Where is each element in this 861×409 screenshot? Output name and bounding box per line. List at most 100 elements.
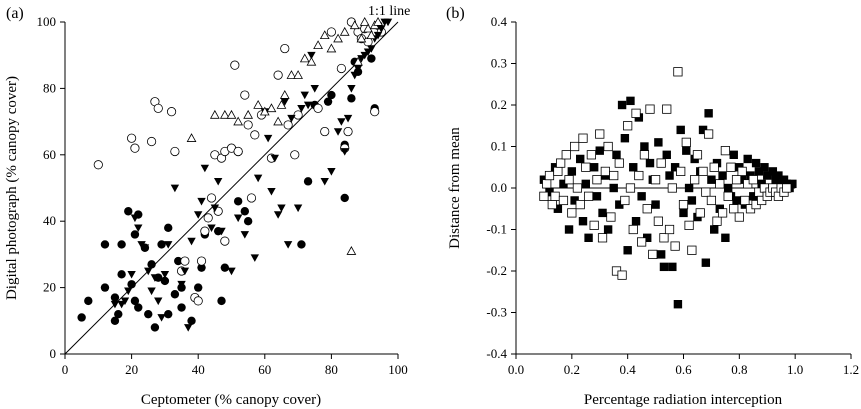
panel-b-point-filled-square <box>737 175 747 184</box>
panel-b-point-filled-square <box>665 171 674 180</box>
panel-b-point-open-square <box>620 195 630 206</box>
panel-b-point-open-square <box>567 208 577 218</box>
panel-a-point-filled-circle <box>240 207 250 216</box>
panel-a-point-open-triangle <box>243 109 254 119</box>
panel-a-point-open-triangle <box>276 99 287 109</box>
panel-a-point-filled-triangle <box>250 254 260 262</box>
panel-a-point-filled-triangle <box>233 214 243 223</box>
panel-a-point-open-triangle <box>233 116 244 126</box>
panel-a-point-open-circle <box>220 236 230 246</box>
panel-b-point-open-square <box>600 166 610 176</box>
panel-b-point-filled-square <box>763 171 772 180</box>
panel-a-point-open-circle <box>326 27 336 37</box>
panel-b-point-filled-square <box>620 134 630 143</box>
panel-b-point-filled-square <box>612 150 621 159</box>
panel-b-point-filled-square <box>553 204 563 213</box>
panel-b-point-filled-square <box>592 192 602 201</box>
panel-b-point-filled-square <box>659 262 669 272</box>
panel-b-point-filled-square <box>679 208 688 218</box>
panel-a-point-filled-circle <box>367 54 376 63</box>
panel-b-point-filled-square <box>578 217 588 226</box>
panel-a-point-filled-triangle <box>353 65 363 73</box>
panel-b-point-filled-square <box>754 167 764 176</box>
panel-b-point-open-square <box>592 175 602 185</box>
panel-a-point-filled-triangle <box>343 114 353 123</box>
panel-b-y-tick-label: 0.0 <box>491 180 507 195</box>
panel-a-point-open-circle <box>243 120 253 130</box>
panel-b-x-tick-label: 0.8 <box>731 362 747 377</box>
panel-a-point-open-circle <box>203 213 213 223</box>
panel-a-point-open-triangle <box>306 56 317 66</box>
panel-a-point-filled-circle <box>130 230 140 239</box>
panel-a-point-filled-triangle <box>383 18 393 27</box>
panel-a-point-filled-circle <box>187 316 196 325</box>
panel-a-point-open-triangle <box>359 16 370 26</box>
panel-b-x-tick-label: 1.0 <box>787 362 803 377</box>
panel-a-point-open-circle <box>320 126 330 137</box>
panel-b-point-filled-square <box>603 225 613 234</box>
panel-b-y-tick-label: 0.2 <box>491 97 507 112</box>
panel-b-point-filled-square <box>687 196 697 205</box>
panel-b-point-filled-square <box>615 200 624 209</box>
panel-a-point-open-circle <box>200 226 210 236</box>
panel-a-point-filled-triangle <box>300 91 309 100</box>
panel-a-x-tick-label: 100 <box>388 362 408 377</box>
panel-a-point-filled-circle <box>110 293 120 302</box>
panel-a-point-open-triangle <box>186 133 197 142</box>
panel-a-point-filled-triangle <box>177 280 186 289</box>
one-to-one-line <box>64 21 399 355</box>
panel-b-x-tick-label: 1.2 <box>843 362 859 377</box>
panel-b-point-open-square <box>734 212 744 222</box>
panel-a-point-open-circle <box>280 43 290 54</box>
panel-a-point-filled-circle <box>147 260 156 269</box>
panel-a-point-filled-triangle <box>187 237 196 246</box>
panel-b-point-open-square <box>709 162 719 172</box>
panel-b-point-open-square <box>692 150 703 160</box>
panel-b-point-open-square <box>715 179 725 189</box>
panel-b-point-filled-square <box>643 233 652 242</box>
panel-b-point-open-square <box>623 121 633 131</box>
panel-a-x-tick-label: 0 <box>62 362 69 377</box>
panel-a-point-filled-circle <box>347 94 356 103</box>
panel-b-point-filled-square <box>629 163 638 172</box>
panel-b-point-open-square <box>631 108 641 118</box>
panel-a-point-filled-triangle <box>347 85 356 93</box>
panel-b-point-open-square <box>556 158 566 168</box>
panel-a-point-filled-circle <box>297 240 306 249</box>
panel-b-point-open-square <box>572 183 583 193</box>
panel-b-point-open-square <box>687 245 697 255</box>
panel-b-point-open-square <box>586 150 596 160</box>
panel-b-point-open-square <box>706 195 717 206</box>
panel-a-point-filled-circle <box>77 313 86 322</box>
panel-a-point-open-triangle <box>209 109 220 119</box>
panel-a-point-open-circle <box>130 143 140 153</box>
panel-a-point-open-circle <box>180 256 190 266</box>
panel-b-point-open-square <box>542 179 552 189</box>
panel-a-point-open-circle <box>343 126 353 137</box>
panel-a-point-open-circle <box>336 63 346 74</box>
panel-a-point-open-triangle <box>333 33 343 43</box>
panel-a-point-filled-triangle <box>217 227 226 236</box>
panel-a-point-filled-triangle <box>213 178 223 186</box>
panel-b-point-open-square <box>726 162 736 172</box>
panel-b-point-filled-square <box>584 233 593 242</box>
panel-a-point-filled-triangle <box>157 314 166 322</box>
panel-b-point-filled-square <box>668 262 677 272</box>
panel-b-point-filled-square <box>749 192 758 201</box>
panel-a-point-open-triangle <box>353 56 363 66</box>
panel-a-point-filled-triangle <box>333 128 343 136</box>
panel-a-point-filled-triangle <box>210 204 220 213</box>
panel-a-point-filled-circle <box>177 303 186 312</box>
panel-b-point-open-square <box>539 191 549 201</box>
panel-a-point-filled-triangle <box>207 224 216 233</box>
panel-a-x-axis-label: Ceptometer (% canopy cover) <box>141 392 321 408</box>
panel-a-point-filled-circle <box>117 240 126 249</box>
panel-a-point-filled-triangle <box>197 197 206 206</box>
panel-b-point-open-square <box>645 104 655 114</box>
panel-a-axes: 0 20 40 60 80 100 0 20 40 60 80 100 <box>37 14 408 377</box>
panel-b-point-open-square <box>578 133 588 143</box>
panel-b-point-filled-square <box>723 183 733 193</box>
panel-a-point-filled-triangle <box>340 148 349 156</box>
panel-a-point-open-triangle <box>253 99 264 109</box>
